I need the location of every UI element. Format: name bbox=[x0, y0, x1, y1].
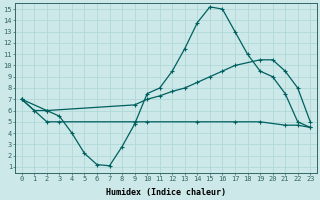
X-axis label: Humidex (Indice chaleur): Humidex (Indice chaleur) bbox=[106, 188, 226, 197]
